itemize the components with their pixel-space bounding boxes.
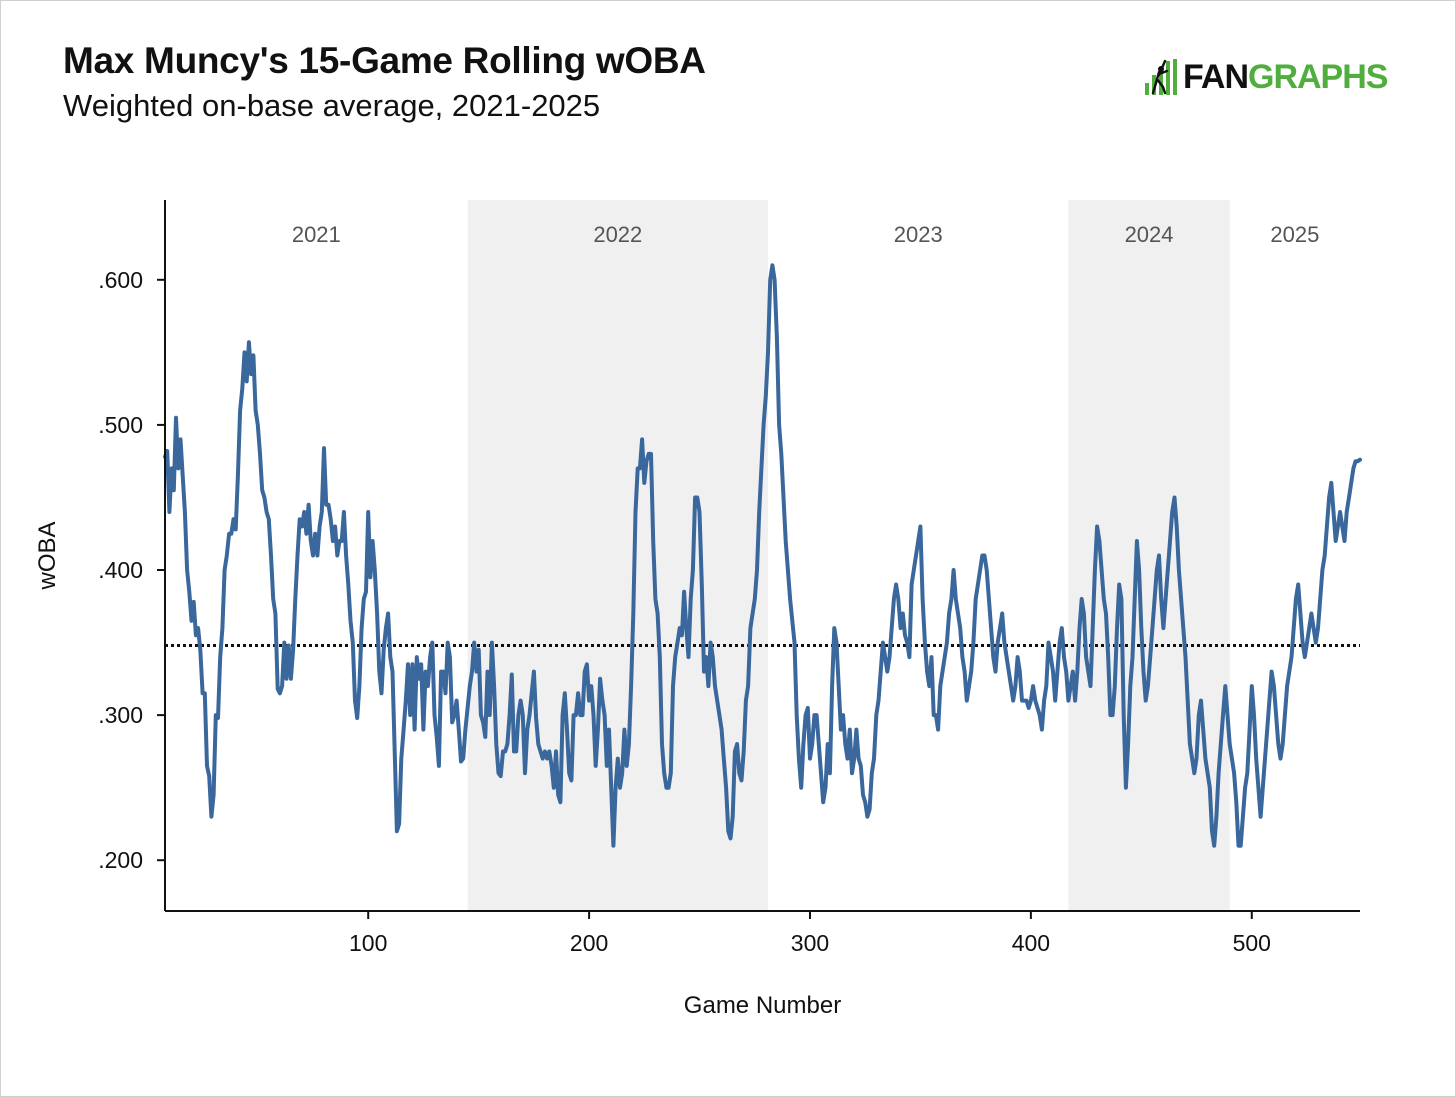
y-tick-label: .200 [98,847,143,873]
chart-subtitle: Weighted on-base average, 2021-2025 [63,88,601,123]
x-tick-label: 300 [791,930,829,956]
season-labels: 2021 2022 2023 2024 2025 [292,222,1319,247]
y-tick-label: .300 [98,702,143,728]
season-band-2022 [467,200,769,911]
fangraphs-logo: FAN GRAPHS [1143,56,1388,98]
series-line-woba [163,263,1362,848]
chart-title: Max Muncy's 15-Game Rolling wOBA [63,40,706,81]
x-tick-label: 400 [1012,930,1050,956]
season-label-2025: 2025 [1270,222,1319,247]
season-label-2022: 2022 [593,222,642,247]
y-tick-label: .500 [98,412,143,438]
x-tick-label: 200 [570,930,608,956]
x-tick-label: 500 [1233,930,1271,956]
season-label-2024: 2024 [1125,222,1174,247]
x-ticks: 100 200 300 400 500 [349,911,1271,956]
logo-fan-text: FAN [1183,57,1249,96]
season-label-2021: 2021 [292,222,341,247]
x-axis-title: Game Number [684,992,841,1019]
y-axis-title: wOBA [34,521,61,590]
y-tick-label: .600 [98,267,143,293]
logo-graphs-text: GRAPHS [1248,57,1388,96]
y-tick-label: .400 [98,557,143,583]
season-bands [467,200,1230,911]
x-tick-label: 100 [349,930,387,956]
fangraphs-batter-bars-icon [1145,59,1177,95]
y-ticks: .200 .300 .400 .500 .600 [98,267,165,873]
season-band-2024 [1068,200,1230,911]
season-label-2023: 2023 [894,222,943,247]
